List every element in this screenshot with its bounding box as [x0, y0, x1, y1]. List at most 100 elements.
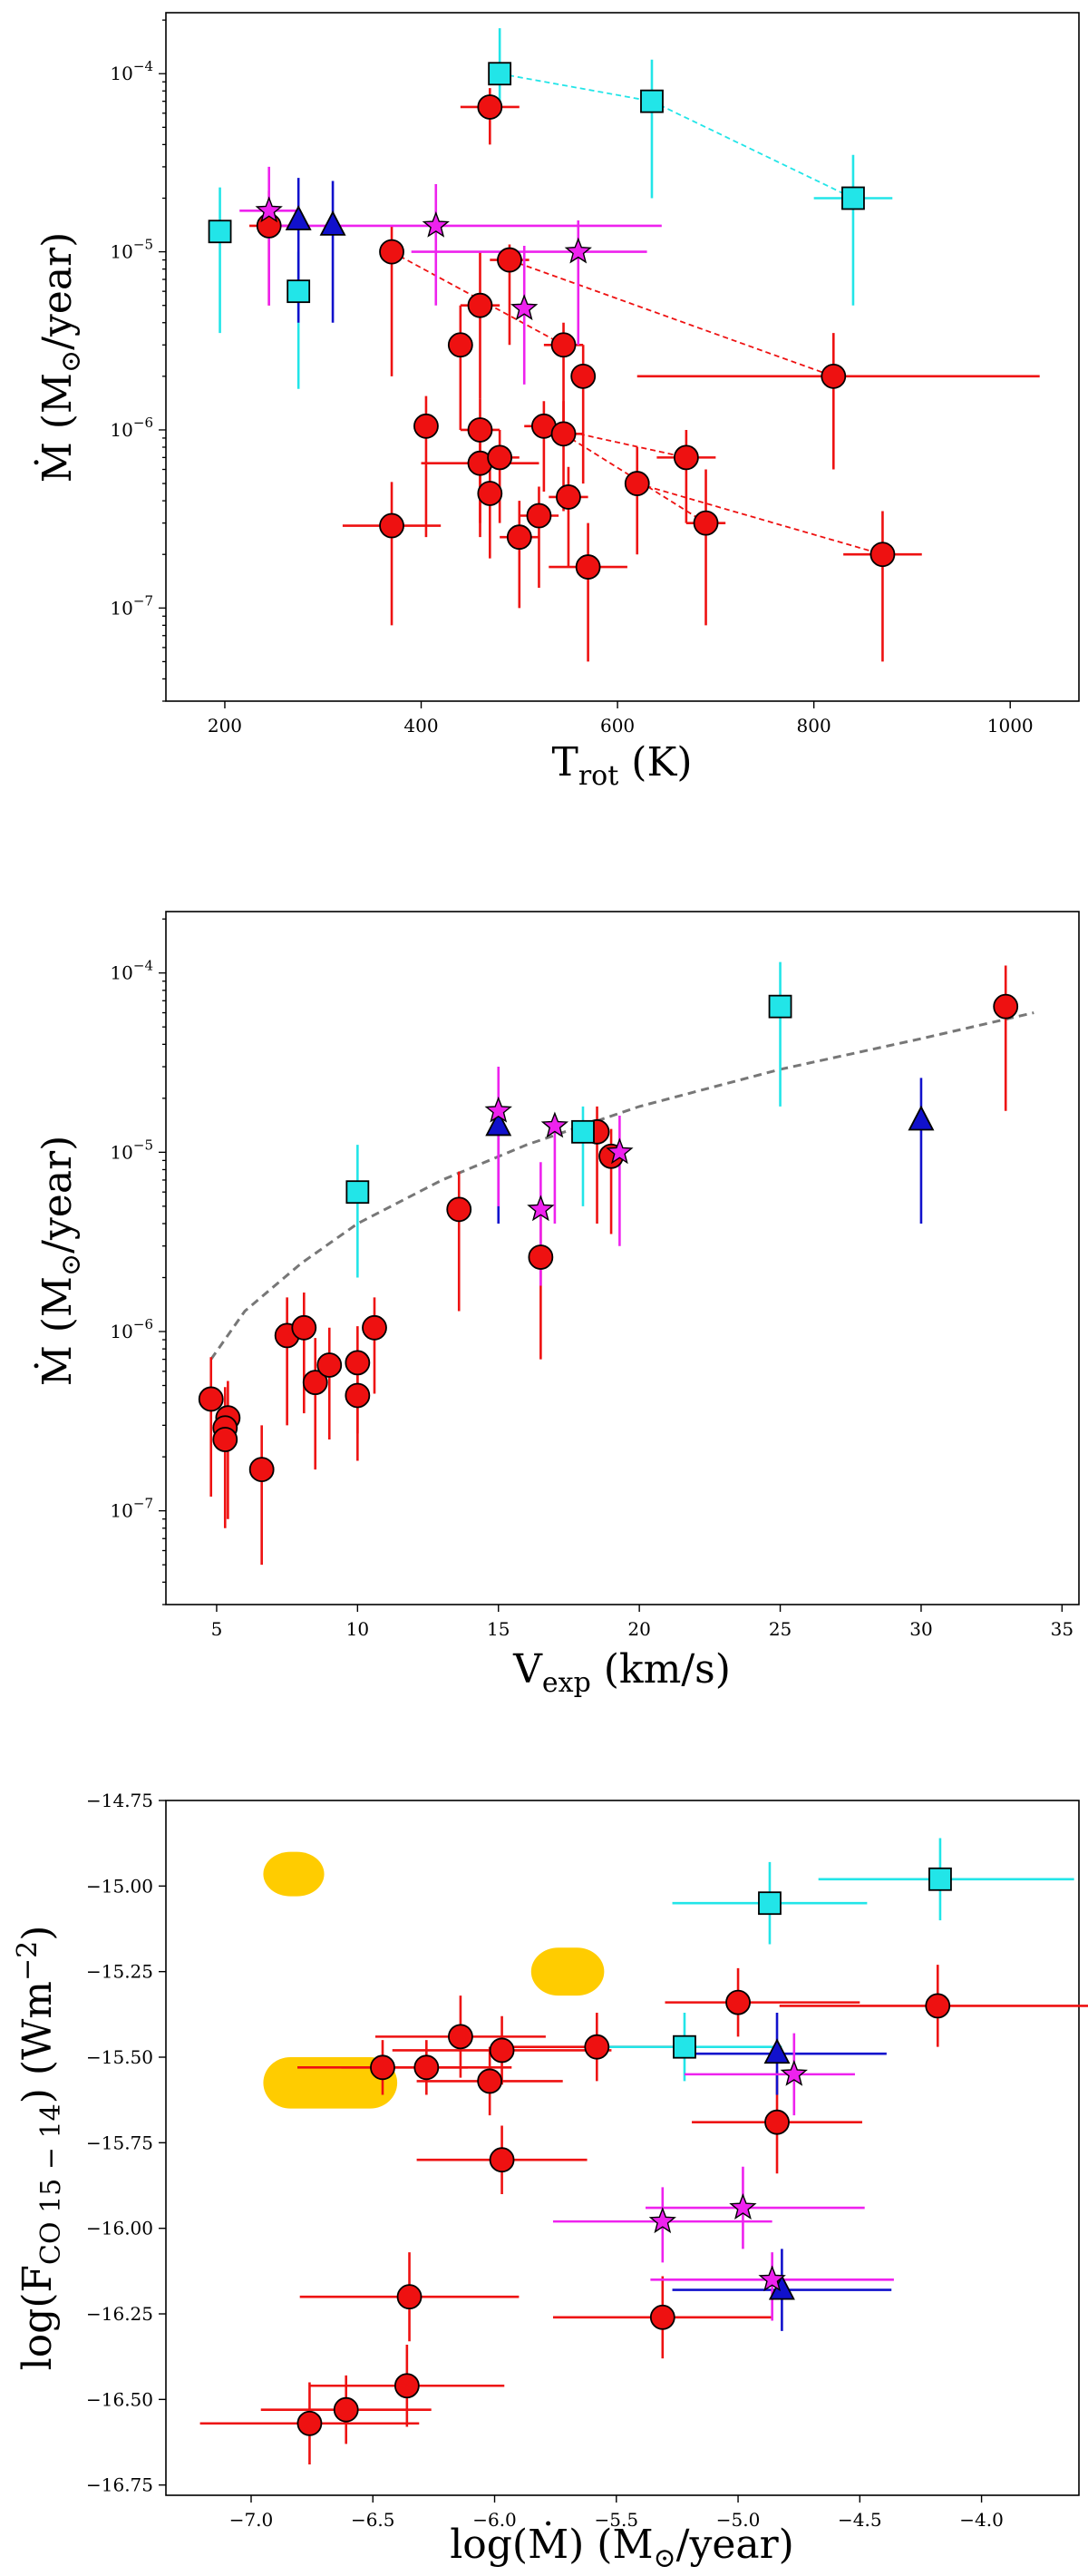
red-circle-point [821, 363, 847, 389]
y-tick-label: −15.75 [86, 2132, 153, 2153]
magenta-star-point [564, 237, 592, 264]
x-tick-label: 1000 [987, 715, 1034, 737]
yellow-region [530, 1947, 605, 1996]
red-circle-point [413, 2054, 440, 2081]
red-circle-point [256, 213, 282, 239]
connector-line [499, 73, 854, 200]
red-circle-point [413, 413, 439, 439]
x-tick-label: −5.5 [594, 2509, 638, 2531]
red-circle-point [497, 247, 522, 273]
y-tick-label: 10−5 [110, 237, 153, 263]
cyan-square-point [571, 1119, 595, 1144]
x-tick-label: 400 [403, 715, 438, 737]
red-circle-point [345, 1350, 371, 1376]
red-circle-point [467, 292, 493, 318]
y-tick-label: −15.25 [86, 1961, 153, 1983]
red-circle-point [550, 421, 577, 447]
panel-trot: 200 400 600 800 1000 10−7 10−6 10−5 10−4 Trot (K… [33, 12, 1080, 792]
y-tick-label: −16.75 [86, 2474, 153, 2496]
red-circle-point [506, 524, 532, 551]
magenta-star-point [527, 1195, 555, 1222]
y-tick-label: −16.00 [86, 2218, 153, 2239]
y-axis-title: log(FCO 15 − 14) (Wm−2) [12, 1926, 67, 2371]
x-tick-label: −6.0 [472, 2509, 517, 2531]
x-axis-title: log(Ṁ) (M⊙/year) [450, 2520, 794, 2574]
red-circle-point [693, 510, 719, 536]
red-circle-point [345, 1382, 371, 1409]
x-tick-label: 5 [211, 1618, 223, 1640]
yellow-region [263, 1851, 325, 1897]
red-circle-point [393, 2373, 420, 2399]
red-circle-point [624, 471, 650, 496]
red-circle-point [584, 2034, 610, 2060]
y-tick-label: 10−7 [110, 1496, 153, 1522]
blue-triangle-point [485, 1110, 512, 1137]
y-tick-label: −15.50 [86, 2046, 153, 2068]
red-circle-point [526, 503, 552, 529]
y-tick-label: −16.25 [86, 2303, 153, 2325]
red-circle-point [379, 512, 404, 539]
y-axis-title: Ṁ (M⊙/year) [33, 1136, 87, 1387]
red-circle-point [570, 363, 597, 389]
red-circle-point [477, 481, 503, 506]
plot-frame [165, 12, 1080, 702]
x-tick-label: 800 [797, 715, 831, 737]
x-tick-label: −7.0 [229, 2509, 274, 2531]
magenta-star-point [780, 2059, 808, 2086]
red-circle-point [302, 1370, 328, 1396]
cyan-square-point [345, 1180, 370, 1205]
red-circle-point [212, 1427, 238, 1452]
red-circle-point [296, 2410, 323, 2436]
red-circle-point [447, 332, 473, 358]
x-tick-label: −4.0 [959, 2509, 1004, 2531]
x-axis-title: Vexp (km/s) [512, 1646, 731, 1699]
red-circle-point [725, 1989, 751, 2015]
red-circle-point [528, 1244, 554, 1270]
cyan-square-point [208, 220, 232, 244]
red-circle-point [489, 2147, 515, 2173]
plot-frame [165, 911, 1080, 1605]
red-circle-point [379, 239, 404, 265]
red-circle-point [291, 1314, 317, 1341]
cyan-square-point [928, 1867, 952, 1891]
y-tick-label: 10−7 [110, 592, 153, 619]
magenta-star-point [422, 210, 450, 238]
x-tick-label: 25 [769, 1618, 792, 1640]
red-circle-point [673, 444, 699, 471]
y-tick-label: 10−6 [110, 415, 153, 441]
red-circle-point [550, 332, 577, 358]
cyan-square-point [640, 89, 664, 113]
x-tick-label: −4.5 [838, 2509, 882, 2531]
panel-vexp: 5 10 15 20 25 30 35 10−7 10−6 10−5 10−4 Vexp (km/s… [33, 911, 1080, 1699]
y-tick-label: −14.75 [86, 1790, 153, 1811]
y-tick-label: 10−5 [110, 1137, 153, 1163]
magenta-star-point [758, 2265, 786, 2292]
magenta-star-point [606, 1137, 634, 1165]
x-tick-label: 20 [627, 1618, 650, 1640]
magenta-star-point [540, 1111, 569, 1138]
connector-line [509, 259, 834, 377]
x-tick-label: 600 [600, 715, 635, 737]
red-circle-point [764, 2109, 790, 2135]
red-circle-point [370, 2054, 395, 2081]
x-tick-label: −6.5 [351, 2509, 395, 2531]
blue-triangle-point [319, 210, 346, 236]
x-axis-title: Trot (K) [551, 739, 692, 792]
blue-triangle-point [285, 205, 312, 230]
x-tick-label: −5.0 [716, 2509, 761, 2531]
red-circle-point [477, 2068, 503, 2094]
cyan-square-point [488, 62, 512, 86]
red-circle-point [248, 1457, 275, 1483]
red-circle-point [446, 1196, 472, 1223]
blue-triangle-point [908, 1105, 935, 1131]
y-tick-label: 10−6 [110, 1316, 153, 1342]
red-circle-point [925, 1993, 951, 2019]
red-circle-point [333, 2396, 359, 2423]
panel-flux: −7.0 −6.5 −6.0 −5.5 −5.0 −4.5 −4.0 −14.75 −15.00… [12, 1790, 1088, 2574]
x-tick-label: 35 [1051, 1618, 1073, 1640]
x-tick-label: 200 [208, 715, 242, 737]
y-tick-label: 10−4 [110, 58, 153, 84]
y-tick-label: −16.50 [86, 2388, 153, 2410]
red-circle-point [489, 2037, 515, 2064]
